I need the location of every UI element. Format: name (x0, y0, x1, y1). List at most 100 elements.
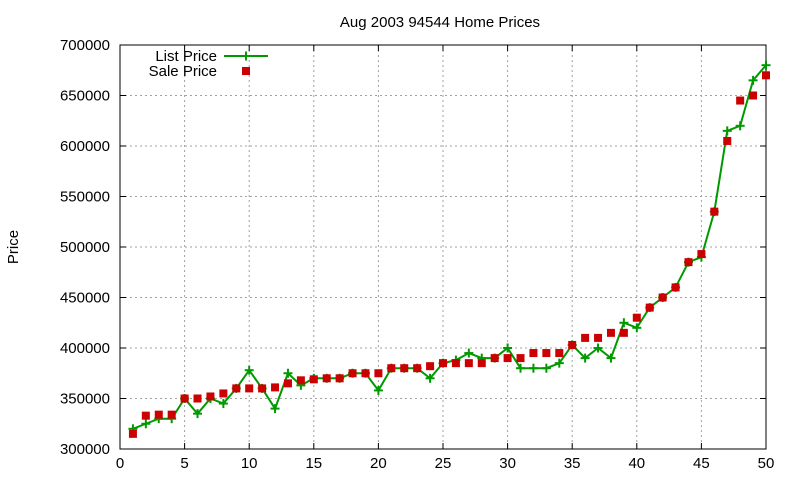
sale-price-point (529, 349, 538, 358)
sale-price-point (749, 91, 758, 100)
sale-price-point (245, 384, 254, 393)
sale-price-point (296, 376, 305, 385)
x-tick-label: 30 (499, 455, 516, 472)
sale-price-point (167, 410, 176, 419)
sale-price-point (762, 71, 770, 80)
y-tick-label: 500000 (60, 239, 110, 256)
list-price-point (528, 363, 538, 373)
y-tick-label: 600000 (60, 138, 110, 155)
sale-price-point (477, 359, 486, 368)
sale-price-point (426, 362, 435, 371)
sale-price-point (128, 429, 137, 438)
list-price-point (593, 343, 603, 353)
sale-price-point (723, 136, 732, 145)
x-tick-label: 40 (628, 455, 645, 472)
sale-price-point (219, 389, 228, 398)
x-tick-label: 5 (180, 455, 188, 472)
sale-price-point (490, 354, 499, 363)
legend-sample-sale-price (242, 67, 250, 75)
list-price-point (761, 60, 771, 70)
sale-price-point (322, 374, 331, 383)
sale-price-point (271, 383, 280, 392)
list-price-point (270, 404, 280, 414)
sale-price-point (335, 374, 344, 383)
sale-price-point (451, 359, 460, 368)
list-price-point (425, 373, 435, 383)
sale-price-point (309, 375, 318, 384)
x-tick-label: 50 (758, 455, 775, 472)
sale-price-point (645, 303, 654, 312)
x-tick-label: 15 (305, 455, 322, 472)
sale-price-point (180, 394, 189, 403)
sale-price-point (154, 410, 163, 419)
sale-price-point (555, 349, 564, 358)
list-price-point (464, 348, 474, 358)
sale-price-point (736, 96, 745, 105)
x-tick-label: 0 (116, 455, 124, 472)
sale-price-point (400, 364, 409, 373)
list-price-point (735, 121, 745, 131)
sale-price-point (503, 354, 512, 363)
sale-price-point (193, 394, 202, 403)
y-tick-label: 700000 (60, 37, 110, 54)
list-price-point (554, 358, 564, 368)
list-price-point (722, 126, 732, 136)
sale-price-point (542, 349, 551, 358)
sale-price-point (697, 250, 706, 259)
sale-price-point (206, 392, 215, 401)
list-price-point (580, 353, 590, 363)
list-price-point (541, 363, 551, 373)
sale-price-point (232, 384, 241, 393)
plot-frame (119, 44, 767, 450)
list-price-point (606, 353, 616, 363)
sale-price-point (516, 354, 525, 363)
sale-price-point (594, 333, 603, 342)
series-sale-price (128, 71, 770, 438)
legend-label-sale-price: Sale Price (149, 63, 217, 80)
x-tick-label: 45 (693, 455, 710, 472)
x-tick-label: 35 (564, 455, 581, 472)
sale-price-point (581, 333, 590, 342)
y-tick-label: 450000 (60, 290, 110, 307)
legend-marker (242, 67, 250, 75)
x-tick-label: 20 (370, 455, 387, 472)
list-price-point (193, 409, 203, 419)
legend-marker (241, 51, 251, 61)
sale-price-point (348, 369, 357, 378)
sale-price-point (684, 258, 693, 267)
list-price-point (503, 343, 513, 353)
list-price-point (244, 365, 254, 375)
sale-price-point (387, 364, 396, 373)
axis-ticks: 0 5 10 15 20 25 30 35 40 45 50 300000 350000 400000 45… (60, 37, 774, 472)
legend: List Price Sale Price (149, 48, 268, 80)
sale-price-point (258, 384, 267, 393)
legend-label-list-price: List Price (155, 48, 217, 65)
y-tick-label: 400000 (60, 340, 110, 357)
y-tick-label: 300000 (60, 441, 110, 458)
sale-price-point (658, 293, 667, 302)
list-price-point (141, 419, 151, 429)
list-price-point (516, 363, 526, 373)
sale-price-point (568, 340, 577, 349)
sale-price-point (413, 364, 422, 373)
series-list-price (128, 60, 771, 434)
x-tick-label: 10 (241, 455, 258, 472)
sale-price-point (619, 328, 628, 337)
sale-price-point (464, 359, 473, 368)
grid (120, 45, 766, 449)
sale-price-point (439, 359, 447, 368)
list-price-point (632, 323, 642, 333)
y-tick-label: 550000 (60, 189, 110, 206)
list-price-point (283, 368, 293, 378)
sale-price-point (606, 328, 615, 337)
list-price-point (373, 385, 383, 395)
list-price-point (748, 75, 758, 85)
y-tick-label: 650000 (60, 88, 110, 105)
y-axis-label: Price (5, 230, 22, 264)
x-tick-label: 25 (435, 455, 452, 472)
sale-price-point (374, 369, 383, 378)
chart-title: Aug 2003 94544 Home Prices (340, 14, 540, 31)
sale-price-point (671, 283, 680, 292)
series (128, 60, 771, 438)
